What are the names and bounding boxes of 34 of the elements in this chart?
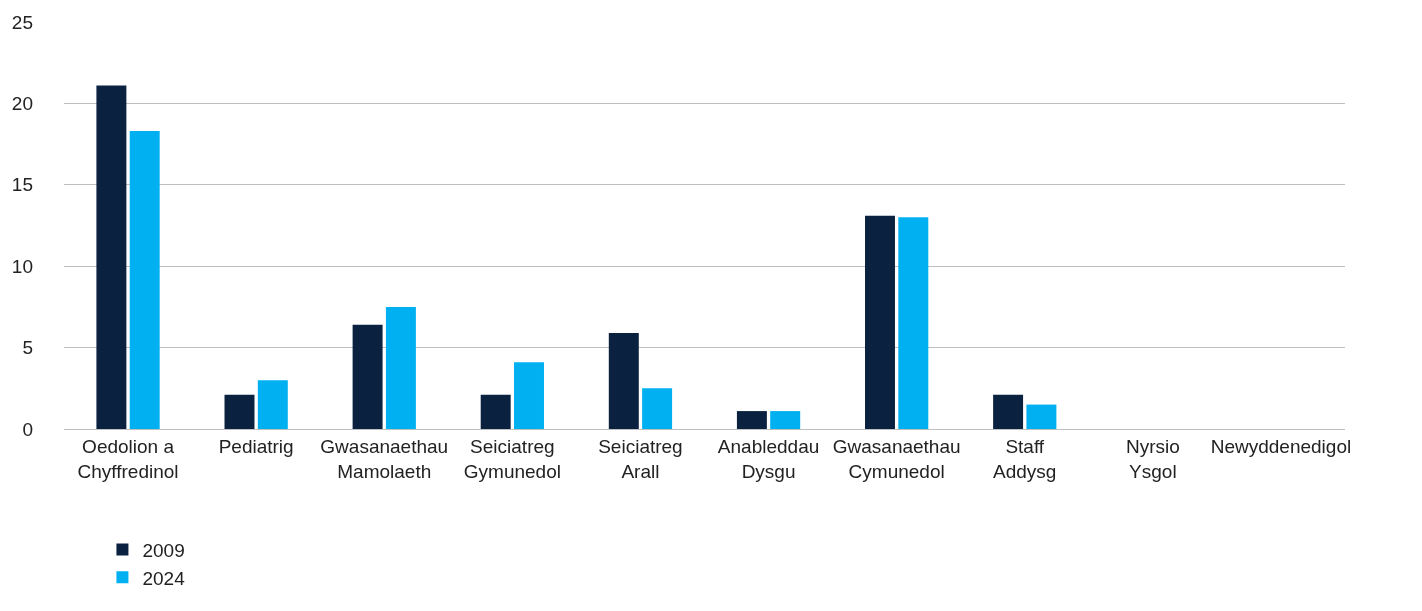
x-tick-label: Seiciatreg Arall [598, 435, 683, 482]
x-tick-label: Nyrsio Ysgol [1125, 435, 1180, 482]
x-tick-label: Gwasanaethau Cymunedol [832, 435, 961, 482]
bar [642, 388, 673, 429]
bar [385, 306, 416, 429]
bar [480, 394, 511, 429]
x-tick-label: Anableddau Dysgu [717, 435, 820, 482]
bar [865, 215, 895, 429]
bar [898, 217, 929, 429]
x-tick-label: Gwasanaethau Mamolaeth [320, 435, 449, 482]
bar [352, 324, 383, 429]
x-tick-label: Seiciatreg Gymunedol [463, 435, 561, 482]
y-tick-label: 5 [22, 337, 33, 359]
bar [770, 411, 801, 429]
bar [993, 394, 1024, 429]
bar [514, 362, 544, 429]
bar [96, 85, 127, 429]
y-tick-label: 25 [11, 11, 33, 33]
bar [257, 380, 288, 429]
x-tick-label: Oedolion a Chyffredinol [77, 435, 179, 482]
bar [1026, 404, 1057, 429]
x-tick-label: Staff Addysg [993, 435, 1057, 482]
legend-label: 2009 [142, 540, 185, 562]
y-tick-label: 20 [11, 93, 33, 115]
x-tick-label: Newyddenedigol [1210, 435, 1352, 457]
x-tick-label: Pediatrig [218, 435, 294, 457]
bar [608, 332, 639, 429]
bar [736, 411, 767, 429]
y-tick-label: 0 [22, 418, 33, 440]
y-tick-label: 10 [11, 255, 33, 277]
y-tick-label: 15 [11, 174, 33, 196]
bar [224, 394, 255, 429]
legend-label: 2024 [142, 567, 186, 589]
bar [129, 131, 160, 429]
